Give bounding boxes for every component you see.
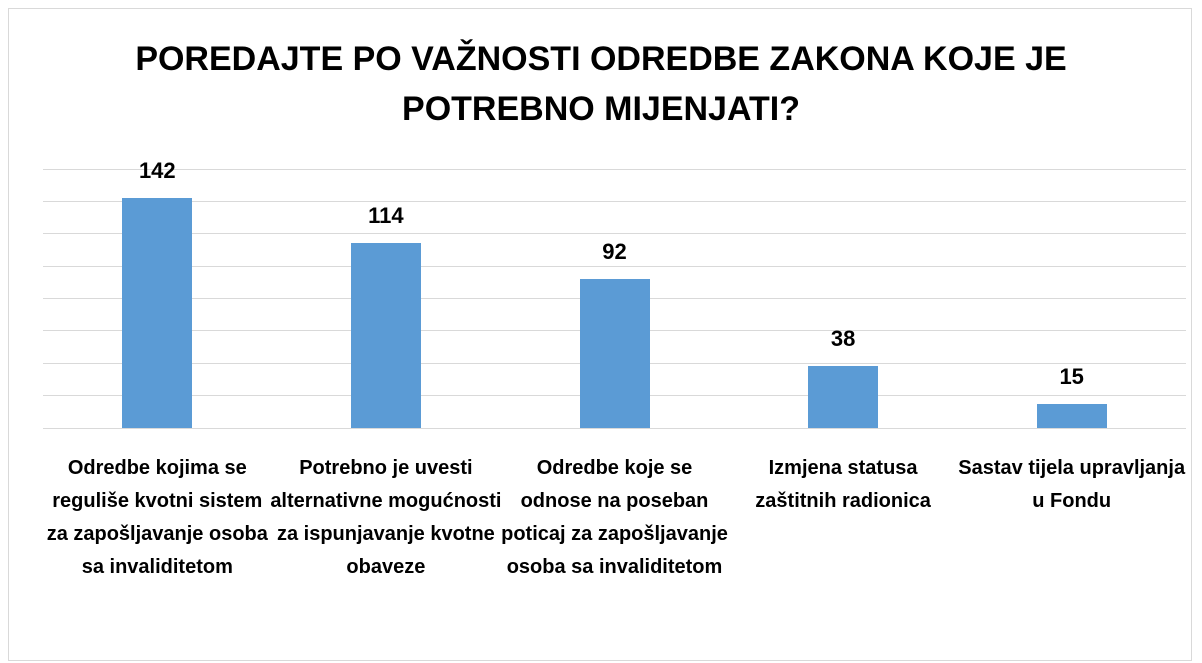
bar [579,279,650,428]
data-label: 92 [602,239,627,265]
grid-line [43,265,1186,267]
data-label: 15 [1059,363,1084,389]
bar [350,243,421,428]
chart-frame [8,8,1192,661]
bar [808,366,879,428]
grid-line [43,168,1186,170]
bar [122,198,193,428]
data-label: 114 [368,203,404,229]
bar [1036,403,1107,428]
data-label: 142 [138,158,176,184]
grid-line [43,427,1186,429]
x-tick-label: Izmjena statusa zaštitnih radionica [755,457,931,512]
x-tick-label: Odredbe kojima se reguliše kvotni sistem… [46,457,268,578]
x-tick-label: Potrebno je uvesti alternativne mogućnos… [270,457,502,578]
x-tick-label: Odredbe koje se odnose na poseban potica… [501,457,728,578]
grid-line [43,200,1186,202]
chart-title: POREDAJTE PO VAŽNOSTI ODREDBE ZAKONA KOJ… [135,40,1067,128]
x-tick-label: Sastav tijela upravljanja u Fondu [958,457,1186,512]
data-label: 38 [830,326,856,352]
grid-line [43,233,1186,235]
